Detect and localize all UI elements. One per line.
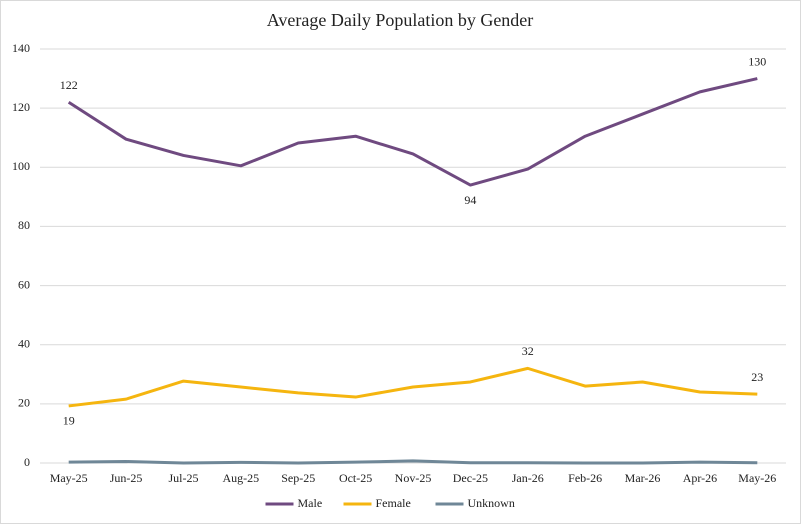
- data-label: 94: [464, 193, 476, 207]
- data-label: 23: [751, 370, 763, 384]
- data-label: 130: [748, 54, 766, 68]
- data-label: 122: [60, 78, 78, 92]
- x-tick-label: Jun-25: [110, 471, 143, 485]
- line-series: [68, 366, 758, 408]
- y-tick-label: 80: [18, 218, 30, 232]
- y-tick-label: 0: [24, 455, 30, 469]
- y-tick-label: 60: [18, 277, 30, 291]
- x-tick-label: Jul-25: [168, 471, 198, 485]
- x-tick-label: Oct-25: [339, 471, 372, 485]
- legend-label: Female: [376, 496, 411, 510]
- x-tick-label: Dec-25: [453, 471, 488, 485]
- y-tick-label: 140: [12, 41, 30, 55]
- x-tick-label: Mar-26: [625, 471, 661, 485]
- y-tick-label: 100: [12, 159, 30, 173]
- x-tick-label: Aug-25: [223, 471, 260, 485]
- x-tick-label: Jan-26: [512, 471, 544, 485]
- x-tick-label: May-26: [738, 471, 776, 485]
- x-tick-label: Apr-26: [683, 471, 717, 485]
- legend-label: Male: [298, 496, 323, 510]
- legend-label: Unknown: [468, 496, 515, 510]
- x-tick-label: May-25: [50, 471, 88, 485]
- x-tick-label: Sep-25: [281, 471, 315, 485]
- x-tick-label: Nov-25: [395, 471, 432, 485]
- data-label: 19: [63, 414, 75, 428]
- y-tick-label: 120: [12, 100, 30, 114]
- y-tick-label: 20: [18, 396, 30, 410]
- x-tick-label: Feb-26: [568, 471, 602, 485]
- y-tick-label: 40: [18, 336, 30, 350]
- line-series: [68, 459, 758, 465]
- chart-title: Average Daily Population by Gender: [267, 10, 534, 30]
- line-series: [67, 77, 758, 187]
- data-label: 32: [522, 344, 534, 358]
